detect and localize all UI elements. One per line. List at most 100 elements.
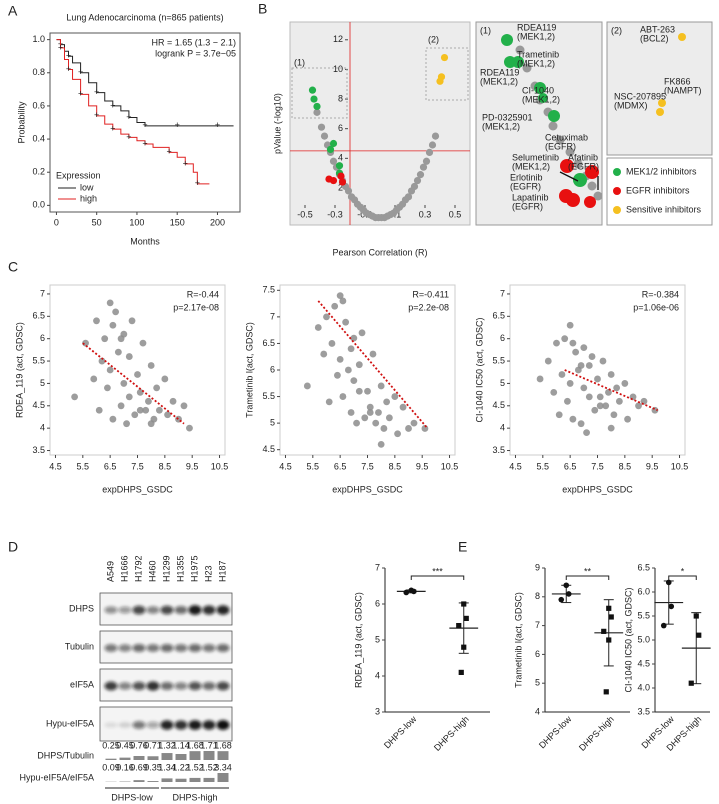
point (377, 440, 385, 448)
band (174, 682, 188, 690)
drug-label: RDEA119 (517, 22, 556, 32)
point (355, 361, 363, 369)
y-tick-label: 6 (500, 333, 505, 343)
point (344, 366, 352, 374)
y-tick-label: 4.0 (637, 682, 650, 692)
point (120, 380, 128, 387)
ratio-bar (203, 751, 215, 760)
point (320, 132, 329, 140)
point (601, 628, 607, 634)
panel-letter: A (8, 3, 18, 19)
inset-point (534, 82, 546, 94)
ratio-value: 0.69 (130, 762, 148, 772)
band (188, 644, 202, 652)
point (95, 406, 103, 414)
y-tick-label: 5.0 (637, 634, 650, 644)
point (605, 388, 612, 396)
x-tick-label: -0.5 (297, 209, 313, 219)
y-tick-label: 0.2 (32, 167, 45, 177)
ratio-value: 0.35 (144, 762, 162, 772)
drug-label: (MEK1,2) (480, 76, 518, 86)
inset-point (512, 56, 524, 68)
group-label: DHPS-high (172, 792, 217, 802)
panel-letter: E (458, 539, 467, 555)
point (303, 382, 311, 390)
ratio-value: 0.09 (102, 762, 120, 772)
band (146, 606, 160, 614)
band (160, 605, 174, 615)
drug-label: CI-1040 (522, 85, 554, 95)
drug-label: Erlotinib (510, 172, 543, 182)
point (139, 339, 147, 347)
point (635, 402, 642, 410)
band (216, 681, 230, 691)
point (329, 176, 338, 185)
y-tick-label: 4 (375, 670, 380, 680)
point (366, 409, 374, 416)
ratio-bar (217, 751, 229, 760)
point (419, 163, 428, 171)
lane-label: A549 (105, 561, 115, 582)
zoom-box (291, 67, 348, 119)
band (160, 644, 174, 652)
point (169, 397, 177, 405)
point (563, 582, 570, 589)
point (358, 329, 366, 337)
ratio-value: 1.32 (158, 740, 176, 750)
ratio-value: 1.14 (172, 740, 190, 750)
x-tick-label: 8.5 (159, 461, 172, 471)
drug-label: Afatinib (568, 152, 598, 162)
x-tick-label: 4.5 (279, 461, 292, 471)
drug-label: PD-0325901 (482, 112, 533, 122)
x-tick-label: DHPS-high (577, 714, 616, 753)
drug-label: FK866 (664, 76, 691, 86)
point (410, 588, 417, 595)
ratio-bar (161, 778, 173, 782)
x-axis-label: Pearson Correlation (R) (332, 247, 427, 257)
drug-label: (NAMPT) (664, 85, 702, 95)
point (93, 317, 100, 325)
point (104, 384, 111, 392)
y-tick-label: 4.5 (262, 444, 275, 454)
point (344, 187, 353, 195)
point (334, 371, 341, 379)
y-axis-label: pValue (-log10) (272, 93, 282, 154)
y-tick-label: 3.5 (492, 445, 505, 455)
point (369, 350, 377, 358)
y-tick-label: 3.5 (637, 706, 650, 716)
y-tick-label: 5.5 (32, 355, 45, 365)
point (366, 403, 374, 411)
point (350, 334, 358, 342)
inset-point (585, 165, 599, 179)
y-tick-label: 7.5 (262, 285, 275, 295)
point (613, 384, 621, 392)
y-tick-label: 8 (535, 591, 540, 601)
point (323, 313, 330, 321)
inset-box (475, 21, 603, 226)
point (325, 398, 333, 406)
row-label: Tubulin (65, 641, 94, 651)
censor-mark: + (175, 120, 180, 130)
drug-label: Trametinib (517, 49, 559, 59)
point (131, 411, 139, 419)
lane-label: H187 (217, 560, 227, 582)
point (355, 387, 363, 395)
row-label: eIF5A (70, 679, 94, 689)
point (313, 102, 321, 111)
y-tick-label: 4.5 (492, 400, 505, 410)
annotation: R=-0.411 (412, 289, 449, 299)
ratio-bar (175, 778, 187, 782)
drug-label: NSC-207895 (614, 91, 666, 101)
drug-label: RDEA119 (480, 67, 519, 77)
ratio-bar (147, 756, 159, 760)
x-tick-label: DHPS-low (382, 714, 419, 751)
band (104, 606, 118, 614)
x-tick-label: 6.5 (334, 461, 347, 471)
drug-label: Selumetinib (512, 152, 559, 162)
y-tick-label: 6 (375, 598, 380, 608)
censor-mark: + (167, 147, 172, 157)
point (403, 589, 410, 596)
point (385, 414, 393, 422)
x-tick-label: 6.5 (104, 461, 117, 471)
lane-label: H1792 (133, 555, 143, 582)
